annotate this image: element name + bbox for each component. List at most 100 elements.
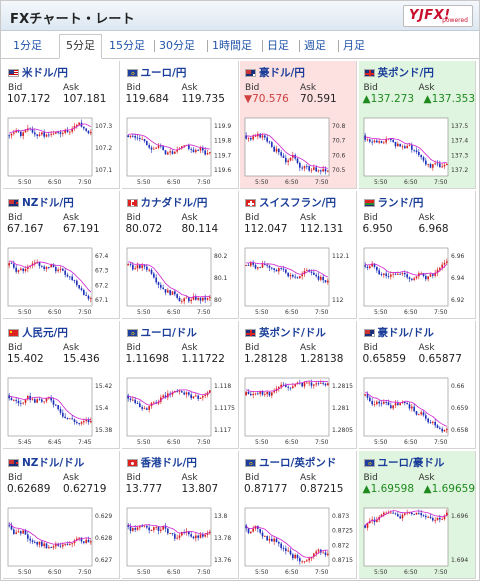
candle-body — [133, 135, 136, 138]
rate-card[interactable]: NZドル/ドル Bid Ask 0.62689 0.62719 0.629 0.628 0.6… — [3, 451, 120, 579]
pair-title[interactable]: NZドル/円 — [8, 195, 74, 210]
bid-label: Bid — [8, 473, 23, 483]
rate-chart[interactable]: 6.96 6.94 6.92 5:50 6:50 7:50 — [362, 246, 473, 316]
pair-title[interactable]: 人民元/円 — [8, 325, 68, 340]
candle-body — [157, 526, 159, 531]
candle-body — [20, 131, 22, 137]
rate-chart[interactable]: 119.9 119.8 119.7 119.6 5:50 6:50 7:50 — [125, 116, 236, 186]
rate-card[interactable]: ユーロ/ドル Bid Ask 1.11698 1.11722 1.118 1.1175 1.1… — [121, 321, 239, 449]
candle-body — [257, 267, 259, 269]
logo-text: YJFX! — [409, 8, 451, 23]
candle-body — [159, 529, 162, 531]
rate-chart[interactable]: 70.8 70.7 70.6 70.5 5:50 6:50 7:50 — [243, 116, 354, 186]
candle-body — [161, 526, 164, 530]
tab-5[interactable]: 1時間足 — [212, 39, 252, 52]
candle-body — [78, 537, 80, 539]
candle-body — [13, 132, 15, 134]
rate-chart[interactable]: 80.2 80.1 80 5:50 6:50 7:50 — [125, 246, 236, 316]
y-tick-label: 70.7 — [332, 138, 346, 145]
rate-chart[interactable]: 112.1 112 5:50 6:50 7:50 — [243, 246, 354, 316]
rate-chart[interactable]: 1.2815 1.281 1.2805 5:50 6:50 7:50 — [243, 376, 354, 446]
y-tick-label: 70.8 — [332, 123, 346, 130]
tab-1[interactable]: 1分足 — [13, 39, 42, 52]
rate-card[interactable]: ランド/円 Bid Ask 6.950 6.968 6.96 6.94 6.92 5:50 6:5… — [358, 191, 476, 319]
tab-6[interactable]: 日足 — [267, 39, 289, 52]
ask-value: 13.807 — [181, 483, 219, 495]
tab-4[interactable]: 30分足 — [159, 39, 195, 52]
rate-card[interactable]: ユーロ/円 Bid Ask 119.684 119.735 119.9 119.8 119.7… — [121, 61, 239, 189]
x-tick-label: 6:50 — [167, 569, 181, 576]
rate-card[interactable]: ユーロ/豪ドル Bid Ask ▲1.69598 ▲1.69659 1.696 1.694 5… — [358, 451, 476, 579]
pair-title[interactable]: 豪ドル/円 — [245, 65, 305, 80]
pair-title[interactable]: 香港ドル/円 — [126, 455, 197, 470]
rate-chart[interactable]: 0.66 0.659 0.658 5:50 6:50 7:50 — [362, 376, 473, 446]
candle-body — [429, 274, 431, 277]
rate-card[interactable]: カナダドル/円 Bid Ask 80.072 80.114 80.2 80.1 80 5:50 6… — [121, 191, 239, 319]
rate-chart[interactable]: 0.629 0.628 0.627 5:50 6:50 7:50 — [6, 506, 117, 576]
rate-card[interactable]: 香港ドル/円 Bid Ask 13.777 13.807 13.8 13.78 13.76 5:… — [121, 451, 239, 579]
x-tick-label: 7:50 — [197, 439, 211, 446]
candle-body — [17, 531, 20, 533]
rate-chart[interactable]: 0.873 0.8725 0.872 0.8715 5:50 6:50 7:50 — [243, 506, 354, 576]
rate-card[interactable]: 豪ドル/ドル Bid Ask 0.65859 0.65877 0.66 0.659 0.658… — [358, 321, 476, 449]
x-tick-label: 7:50 — [315, 179, 329, 186]
candle-body — [31, 129, 34, 133]
candle-body — [143, 138, 145, 142]
rate-card[interactable]: 英ポンド/円 Bid Ask ▲137.273 ▲137.353 137.5 137.4 13… — [358, 61, 476, 189]
candle-body — [394, 141, 396, 147]
candle-body — [175, 537, 178, 539]
x-tick-label: 5:50 — [374, 569, 388, 576]
rate-card[interactable]: スイスフラン/円 Bid Ask 112.047 112.131 112.1 112 5:50… — [240, 191, 357, 319]
rate-card[interactable]: 米ドル/円 Bid Ask 107.172 107.181 107.3 107.2 107.1… — [3, 61, 120, 189]
pair-title[interactable]: 豪ドル/ドル — [363, 325, 434, 340]
rate-chart[interactable]: 13.8 13.78 13.76 5:50 6:50 7:50 — [125, 506, 236, 576]
pair-title[interactable]: 英ポンド/ドル — [245, 325, 326, 340]
candle-body — [303, 382, 306, 387]
tab-3[interactable]: 15分足 — [109, 39, 145, 52]
pair-title[interactable]: ユーロ/豪ドル — [363, 455, 444, 470]
x-tick-label: 5:50 — [255, 439, 269, 446]
y-tick-label: 137.2 — [451, 167, 468, 174]
rate-chart[interactable]: 67.4 67.3 67.2 67.1 5:50 6:50 7:50 — [6, 246, 117, 316]
candle-body — [22, 530, 24, 534]
eu-flag-icon — [126, 328, 138, 337]
candle-body — [147, 527, 150, 531]
rate-chart[interactable]: 15.42 15.4 15.38 5:45 6:45 7:45 — [6, 376, 117, 446]
ask-label: Ask — [63, 83, 80, 93]
candle-body — [415, 150, 417, 152]
rate-card[interactable]: 豪ドル/円 Bid Ask ▼70.576 70.591 70.8 70.7 70.6 70.5… — [240, 61, 357, 189]
candle-body — [189, 534, 192, 537]
tab-7[interactable]: 週足 — [304, 39, 326, 52]
candle-body — [55, 132, 57, 134]
candle-body — [247, 265, 250, 266]
tab-8[interactable]: 月足 — [343, 39, 365, 52]
x-tick-label: 6:50 — [48, 179, 62, 186]
tab-2[interactable]: 5分足 — [59, 34, 102, 59]
candle-body — [83, 541, 85, 543]
pair-title[interactable]: ランド/円 — [363, 195, 423, 210]
pair-title[interactable]: NZドル/ドル — [8, 455, 84, 470]
rate-chart[interactable]: 1.118 1.1175 1.117 5:50 6:50 7:50 — [125, 376, 236, 446]
rate-chart[interactable]: 107.3 107.2 107.1 5:50 6:50 7:50 — [6, 116, 117, 186]
pair-title[interactable]: ユーロ/ドル — [126, 325, 197, 340]
bid-label: Bid — [126, 83, 141, 93]
candle-body — [194, 150, 197, 153]
rate-card[interactable]: 人民元/円 Bid Ask 15.402 15.436 15.42 15.4 15.38 5:4… — [3, 321, 120, 449]
candle-body — [266, 536, 268, 541]
pair-title[interactable]: ユーロ/円 — [126, 65, 186, 80]
candle-body — [203, 534, 206, 537]
pair-title[interactable]: ユーロ/英ポンド — [245, 455, 336, 470]
yjfx-logo[interactable]: YJFX! powered — [403, 5, 473, 27]
candle-body — [27, 266, 29, 269]
pair-title[interactable]: 英ポンド/円 — [363, 65, 434, 80]
rate-card[interactable]: ユーロ/英ポンド Bid Ask 0.87177 0.87215 0.873 0.8725 0… — [240, 451, 357, 579]
rate-chart[interactable]: 1.696 1.694 5:50 6:50 7:50 — [362, 506, 473, 576]
pair-title[interactable]: 米ドル/円 — [8, 65, 68, 80]
pair-title[interactable]: スイスフラン/円 — [245, 195, 336, 210]
candle-body — [140, 265, 143, 268]
pair-title[interactable]: カナダドル/円 — [126, 195, 207, 210]
rate-card[interactable]: 英ポンド/ドル Bid Ask 1.28128 1.28138 1.2815 1.281 1.… — [240, 321, 357, 449]
candle-body — [426, 163, 429, 165]
rate-card[interactable]: NZドル/円 Bid Ask 67.167 67.191 67.4 67.3 67.2 67.1… — [3, 191, 120, 319]
rate-chart[interactable]: 137.5 137.4 137.3 137.2 5:50 6:50 7:50 — [362, 116, 473, 186]
